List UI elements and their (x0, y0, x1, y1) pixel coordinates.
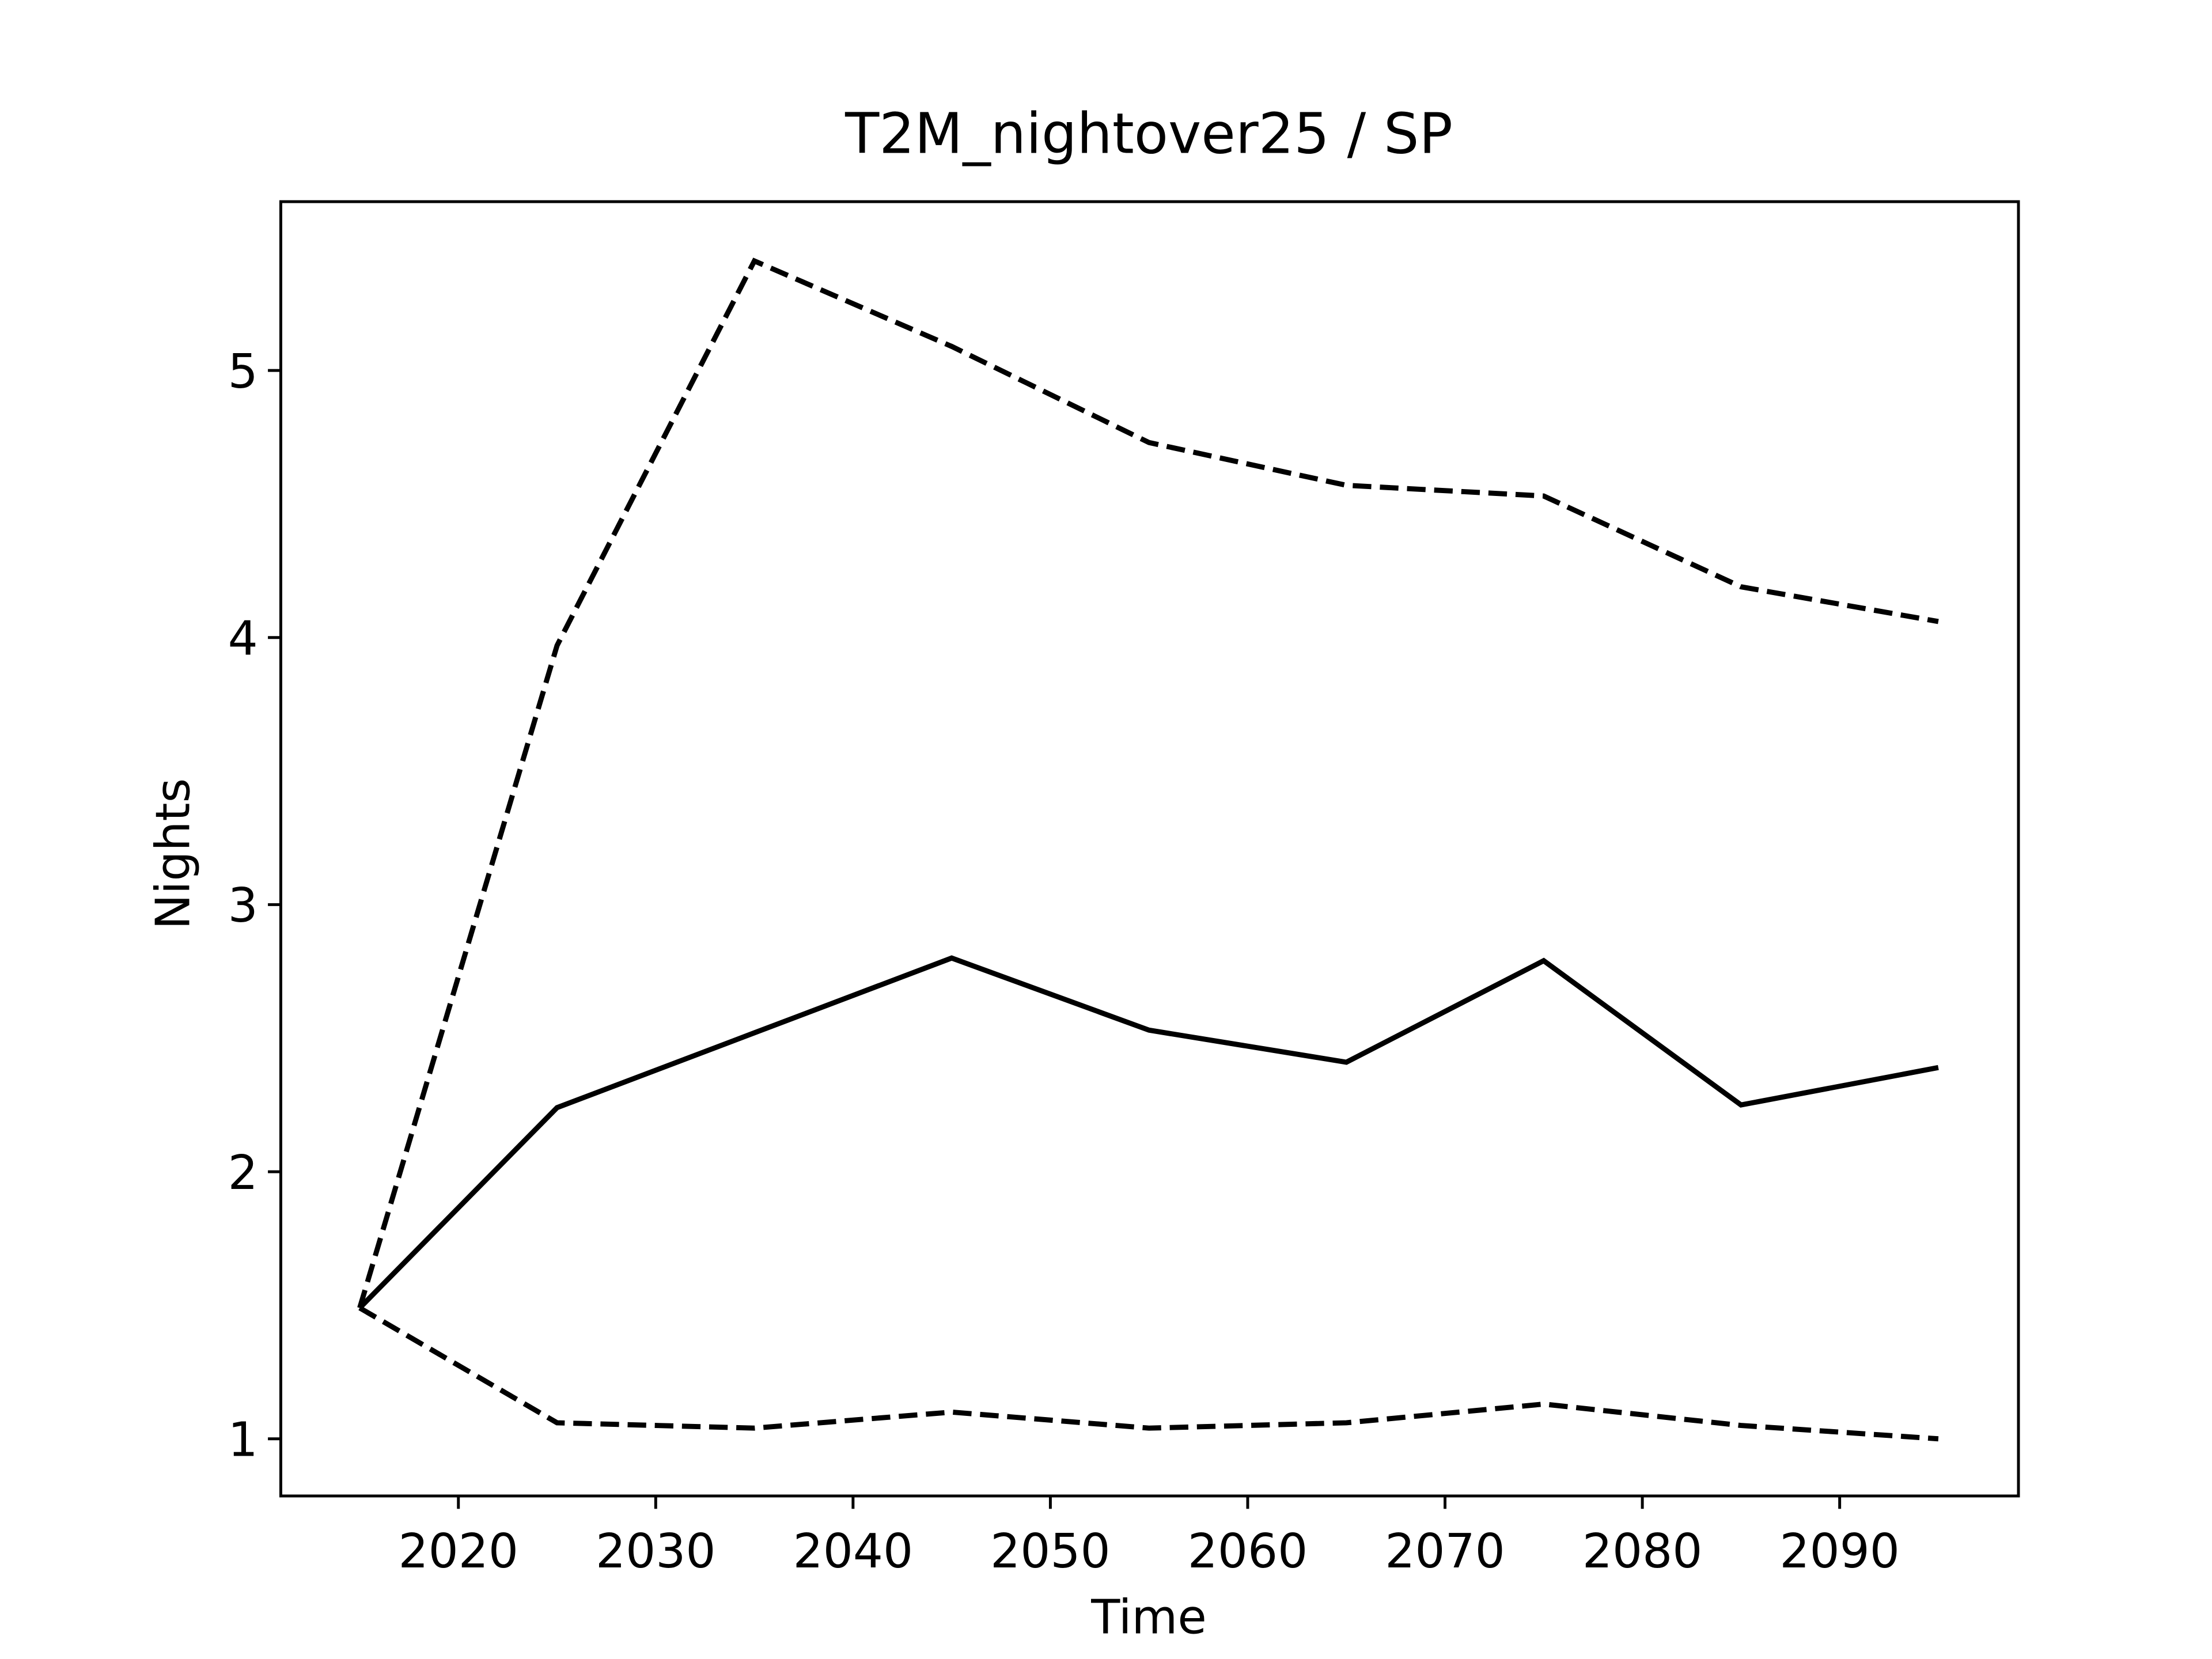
x-tick-label: 2090 (1779, 1524, 1900, 1579)
y-tick-label: 2 (228, 1146, 258, 1200)
plot-frame (279, 200, 2020, 1498)
x-tick-label: 2060 (1188, 1524, 1308, 1579)
y-tick-label: 5 (228, 344, 258, 399)
data-line (358, 1305, 1939, 1442)
data-line (357, 257, 1939, 1309)
x-tick-label: 2030 (596, 1524, 716, 1579)
chart-title: T2M_nightover25 / SP (844, 101, 1453, 166)
data-line (358, 955, 1939, 1310)
y-tick-label: 1 (228, 1413, 258, 1468)
y-tick-label: 4 (228, 612, 258, 666)
x-tick-label: 2070 (1385, 1524, 1505, 1579)
y-axis-label: Nights (146, 778, 201, 930)
x-tick-label: 2050 (990, 1524, 1111, 1579)
x-tick-label: 2080 (1582, 1524, 1703, 1579)
x-axis-label: Time (1090, 1590, 1206, 1645)
x-tick-label: 2040 (793, 1524, 914, 1579)
y-tick-label: 3 (228, 878, 258, 933)
x-tick-label: 2020 (398, 1524, 518, 1579)
